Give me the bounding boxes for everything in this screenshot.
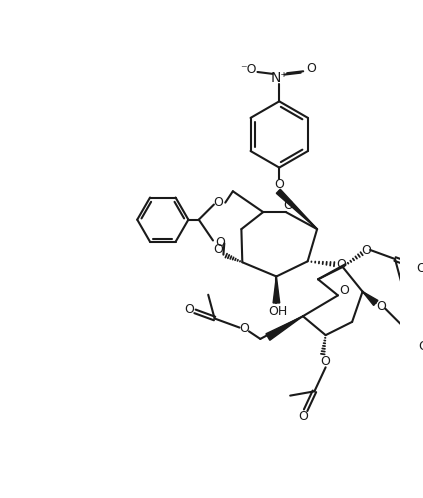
Text: O: O [274,178,284,191]
Text: O: O [416,262,423,275]
Polygon shape [273,276,280,303]
Text: O: O [283,199,293,212]
Text: N⁺: N⁺ [270,71,288,85]
Text: O: O [361,245,371,257]
Text: O: O [214,244,224,256]
Polygon shape [363,292,378,305]
Text: O: O [298,410,308,423]
Text: O: O [239,322,249,335]
Polygon shape [276,189,317,229]
Text: O: O [184,303,194,316]
Text: O: O [336,257,346,270]
Text: O: O [340,284,349,297]
Text: O: O [376,300,387,313]
Text: O: O [216,236,225,249]
Text: OH: OH [269,305,288,318]
Text: O: O [307,62,316,75]
Text: O: O [213,196,222,209]
Polygon shape [266,316,303,340]
Text: ⁻O: ⁻O [240,63,256,76]
Text: O: O [418,340,423,353]
Text: O: O [321,355,330,368]
